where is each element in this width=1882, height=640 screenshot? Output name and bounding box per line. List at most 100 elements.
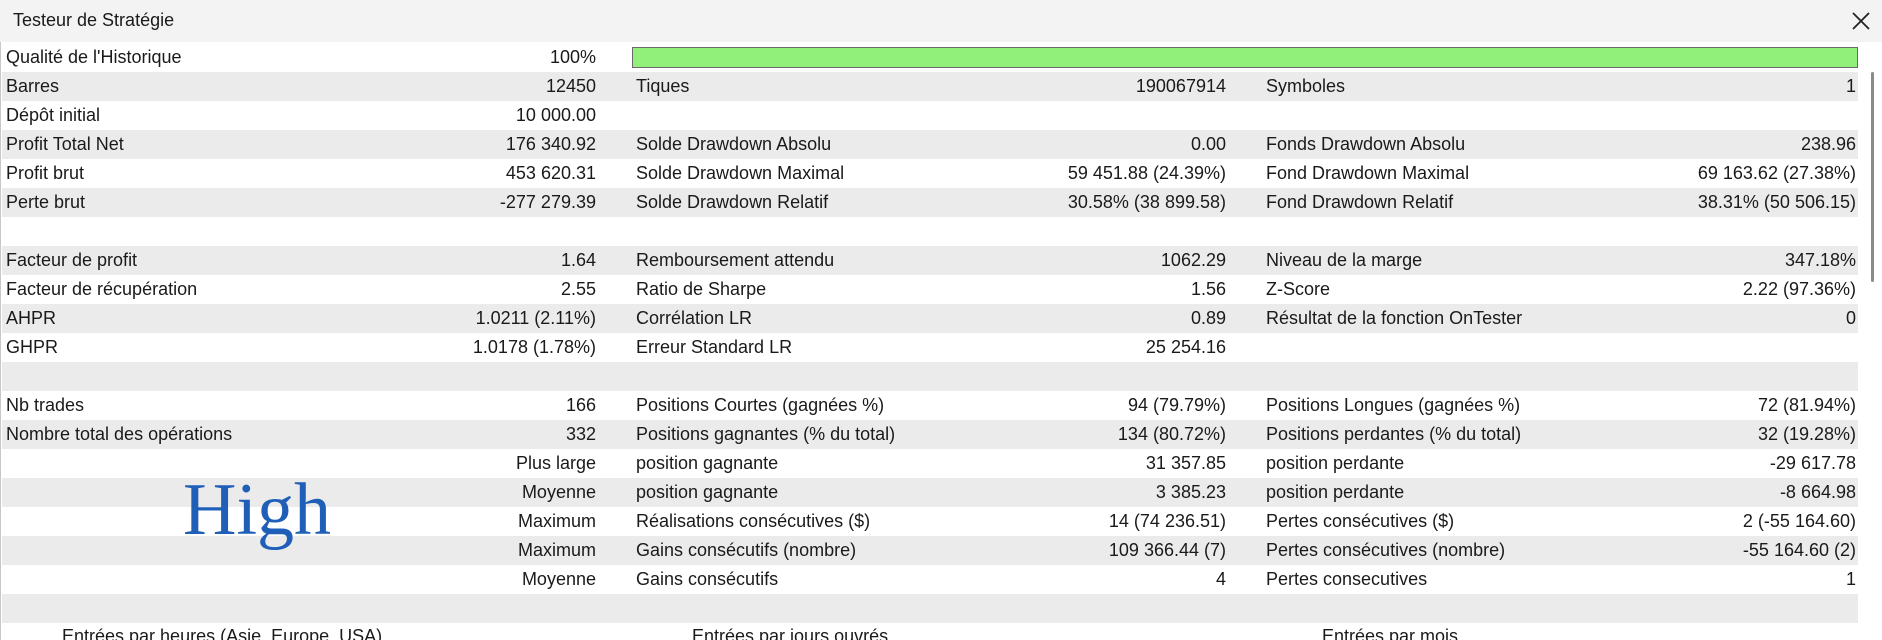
table-row: Profit brut 453 620.31 Solde Drawdown Maxi… xyxy=(2,159,1858,188)
table-row: Profit Total Net 176 340.92 Solde Drawdown… xyxy=(2,130,1858,159)
field-value: 1.0211 (2.11%) xyxy=(475,308,596,328)
field-value: Maximum xyxy=(517,511,596,531)
field-value: 1.64 xyxy=(560,250,596,270)
field-label: Positions Courtes (gagnées %) xyxy=(636,395,885,415)
field-value: Maximum xyxy=(517,540,596,560)
field-label: Réalisations consécutives ($) xyxy=(636,511,871,531)
field-label: Profit brut xyxy=(6,163,85,183)
field-label: position perdante xyxy=(1266,453,1405,473)
field-value: 2 (-55 164.60) xyxy=(1742,511,1856,531)
section-header: Entrées par mois xyxy=(1322,626,1459,640)
field-value: 332 xyxy=(565,424,596,444)
table-row: Dépôt initial 10 000.00 xyxy=(2,101,1858,130)
table-row: Perte brut -277 279.39 Solde Drawdown Rela… xyxy=(2,188,1858,217)
field-value: 38.31% (50 506.15) xyxy=(1697,192,1856,212)
field-value: Moyenne xyxy=(521,569,596,589)
field-label: Positions Longues (gagnées %) xyxy=(1266,395,1521,415)
field-value: 10 000.00 xyxy=(515,105,596,125)
field-label: Solde Drawdown Relatif xyxy=(636,192,829,212)
field-label: Z-Score xyxy=(1266,279,1331,299)
field-label: Fond Drawdown Relatif xyxy=(1266,192,1454,212)
field-label: Remboursement attendu xyxy=(636,250,835,270)
field-value: 12450 xyxy=(545,76,596,96)
field-value: 0 xyxy=(1845,308,1856,328)
table-row: Barres 12450 Tiques 190067914 Symboles 1 xyxy=(2,72,1858,101)
field-label: Pertes consecutives xyxy=(1266,569,1428,589)
section-header: Entrées par heures (Asie, Europe, USA) xyxy=(62,626,383,640)
table-row: Maximum Réalisations consécutives ($) 14 (… xyxy=(2,507,1858,536)
field-value: 100% xyxy=(549,47,596,67)
watermark: High xyxy=(183,469,331,551)
field-label: Positions gagnantes (% du total) xyxy=(636,424,896,444)
section-header: Entrées par jours ouvrés xyxy=(692,626,889,640)
field-label: position gagnante xyxy=(636,482,779,502)
field-value: 1 xyxy=(1845,76,1856,96)
field-value: 0.89 xyxy=(1190,308,1226,328)
field-value: Plus large xyxy=(515,453,596,473)
field-value: 134 (80.72%) xyxy=(1117,424,1226,444)
table-row: Facteur de récupération 2.55 Ratio de Shar… xyxy=(2,275,1858,304)
table-row: Moyenne position gagnante 3 385.23 position… xyxy=(2,478,1858,507)
table-row xyxy=(2,217,1858,246)
field-value: 109 366.44 (7) xyxy=(1108,540,1226,560)
table-row xyxy=(2,362,1858,391)
field-value: -277 279.39 xyxy=(499,192,596,212)
field-label: Erreur Standard LR xyxy=(636,337,793,357)
field-label: Pertes consécutives (nombre) xyxy=(1266,540,1506,560)
table-row: Facteur de profit 1.64 Remboursement atten… xyxy=(2,246,1858,275)
field-value: 190067914 xyxy=(1135,76,1226,96)
field-label: Profit Total Net xyxy=(6,134,124,154)
window-title: Testeur de Stratégie xyxy=(13,10,175,30)
table-row: GHPR 1.0178 (1.78%) Erreur Standard LR 25 2… xyxy=(2,333,1858,362)
field-label: Fonds Drawdown Absolu xyxy=(1266,134,1466,154)
field-value: 25 254.16 xyxy=(1145,337,1226,357)
field-label: Solde Drawdown Maximal xyxy=(636,163,845,183)
field-value: 31 357.85 xyxy=(1145,453,1226,473)
field-label: Facteur de profit xyxy=(6,250,138,270)
table-row: Nombre total des opérations 332 Positions … xyxy=(2,420,1858,449)
field-value: 0.00 xyxy=(1190,134,1226,154)
field-label: Gains consécutifs xyxy=(636,569,779,589)
field-value: 166 xyxy=(565,395,596,415)
field-label: Nb trades xyxy=(6,395,85,415)
field-label: Corrélation LR xyxy=(636,308,753,328)
field-label: Pertes consécutives ($) xyxy=(1266,511,1455,531)
field-value: 1062.29 xyxy=(1160,250,1226,270)
field-value: 2.55 xyxy=(560,279,596,299)
scrollbar[interactable] xyxy=(1871,72,1874,282)
field-value: 1.56 xyxy=(1190,279,1226,299)
field-label: Solde Drawdown Absolu xyxy=(636,134,832,154)
field-value: 2.22 (97.36%) xyxy=(1742,279,1856,299)
field-label: Qualité de l'Historique xyxy=(6,47,182,67)
field-label: Ratio de Sharpe xyxy=(636,279,767,299)
title-bar: Testeur de Stratégie xyxy=(0,0,1882,42)
field-label: Barres xyxy=(6,76,60,96)
field-value: 69 163.62 (27.38%) xyxy=(1697,163,1856,183)
field-label: Dépôt initial xyxy=(6,105,101,125)
field-label: position perdante xyxy=(1266,482,1405,502)
field-label: Symboles xyxy=(1266,76,1346,96)
field-label: Tiques xyxy=(636,76,690,96)
field-label: Nombre total des opérations xyxy=(6,424,233,444)
table-row: Maximum Gains consécutifs (nombre) 109 366… xyxy=(2,536,1858,565)
table-row: Nb trades 166 Positions Courtes (gagnées %… xyxy=(2,391,1858,420)
field-value: 453 620.31 xyxy=(505,163,596,183)
field-value: -29 617.78 xyxy=(1769,453,1856,473)
field-value: -55 164.60 (2) xyxy=(1742,540,1856,560)
field-value: -8 664.98 xyxy=(1779,482,1856,502)
table-row: Qualité de l'Historique 100% xyxy=(2,43,1858,72)
field-value: 176 340.92 xyxy=(505,134,596,154)
field-value: 1.0178 (1.78%) xyxy=(472,337,596,357)
field-value: 94 (79.79%) xyxy=(1127,395,1226,415)
field-value: Moyenne xyxy=(521,482,596,502)
field-label: Perte brut xyxy=(6,192,86,212)
field-value: 30.58% (38 899.58) xyxy=(1067,192,1226,212)
close-button[interactable] xyxy=(1850,10,1872,32)
field-value: 72 (81.94%) xyxy=(1757,395,1856,415)
field-label: Niveau de la marge xyxy=(1266,250,1423,270)
field-value: 1 xyxy=(1845,569,1856,589)
field-value: 14 (74 236.51) xyxy=(1108,511,1226,531)
field-label: Résultat de la fonction OnTester xyxy=(1266,308,1523,328)
field-value: 59 451.88 (24.39%) xyxy=(1067,163,1226,183)
